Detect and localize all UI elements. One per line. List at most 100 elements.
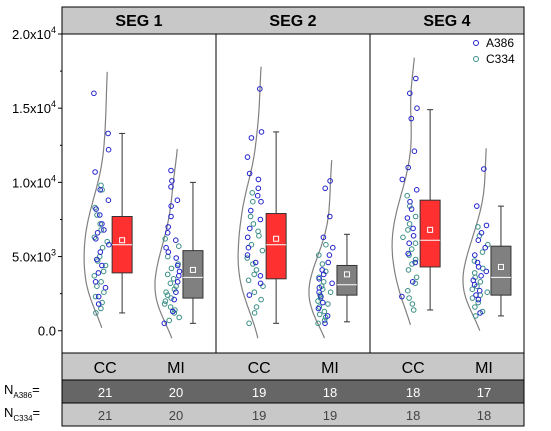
point-c334 <box>92 293 99 300</box>
point-a386 <box>244 234 251 241</box>
y-tick-base: 1.0x10 <box>12 175 51 190</box>
n-value: 19 <box>252 408 266 423</box>
n-row-label: NA386= <box>4 382 40 400</box>
point-a386 <box>165 224 171 230</box>
point-c334 <box>168 265 175 272</box>
point-c334 <box>319 261 326 267</box>
point-c334 <box>479 249 486 255</box>
point-c334 <box>171 310 178 316</box>
point-c334 <box>98 227 104 233</box>
point-a386 <box>326 252 333 258</box>
point-a386 <box>168 184 174 190</box>
point-a386 <box>94 256 100 263</box>
point-a386 <box>404 215 411 221</box>
legend-marker <box>473 40 479 46</box>
category-label: CC <box>94 360 117 377</box>
point-a386 <box>91 90 97 97</box>
point-a386 <box>413 75 419 82</box>
point-a386 <box>94 230 101 236</box>
point-c334 <box>321 317 328 324</box>
point-a386 <box>411 148 418 154</box>
point-c334 <box>162 236 168 242</box>
point-a386 <box>171 296 177 303</box>
point-a386 <box>95 293 102 300</box>
point-c334 <box>408 246 415 252</box>
point-a386 <box>320 271 327 278</box>
point-a386 <box>248 135 255 141</box>
point-c334 <box>167 280 174 287</box>
point-a386 <box>475 237 482 243</box>
point-a386 <box>174 262 181 269</box>
y-tick-base: 1.5x10 <box>12 101 51 116</box>
point-a386 <box>320 234 327 241</box>
point-c334 <box>477 279 484 285</box>
n-label-sub: A386 <box>13 391 32 400</box>
box <box>182 250 204 299</box>
plot-area <box>61 7 525 380</box>
mean-marker <box>343 271 350 278</box>
point-c334 <box>323 241 329 248</box>
point-c334 <box>99 244 106 251</box>
point-c334 <box>258 296 264 303</box>
n-value: 20 <box>169 408 183 423</box>
point-a386 <box>173 237 179 243</box>
point-a386 <box>318 293 324 300</box>
point-c334 <box>484 289 491 296</box>
point-c334 <box>248 241 255 248</box>
y-tick-exponent: 4 <box>51 25 56 35</box>
point-a386 <box>244 154 251 160</box>
n-label-main: N <box>4 382 13 397</box>
point-a386 <box>169 178 175 184</box>
point-a386 <box>257 280 264 287</box>
point-a386 <box>409 279 416 285</box>
point-c334 <box>321 308 328 315</box>
point-c334 <box>247 213 254 220</box>
point-a386 <box>99 221 105 227</box>
point-c334 <box>409 301 416 307</box>
category-label-row: CC MI CC MI CC MI <box>61 352 525 381</box>
point-c334 <box>164 292 171 298</box>
point-a386 <box>407 198 413 205</box>
point-a386 <box>408 115 415 122</box>
point-a386 <box>476 287 483 294</box>
point-a386 <box>316 276 323 282</box>
point-c334 <box>163 289 169 296</box>
density-curve <box>83 71 108 328</box>
y-tick-label: 5.0x103 <box>12 248 56 265</box>
n-a386-row <box>61 379 525 404</box>
y-tick-exponent: 4 <box>51 173 56 183</box>
box <box>490 245 512 296</box>
point-c334 <box>413 274 420 281</box>
n-value: 20 <box>169 385 183 400</box>
point-c334 <box>250 198 256 205</box>
density-curve <box>154 148 178 339</box>
point-a386 <box>92 169 98 175</box>
point-a386 <box>473 292 479 298</box>
point-a386 <box>399 176 406 183</box>
point-c334 <box>99 187 105 193</box>
segment-title: SEG 1 <box>115 13 162 30</box>
point-c334 <box>406 221 413 227</box>
n-value: 18 <box>477 408 491 423</box>
point-c334 <box>98 279 104 285</box>
point-a386 <box>105 197 112 203</box>
point-a386 <box>164 230 171 236</box>
point-c334 <box>168 295 174 301</box>
point-c334 <box>100 268 107 275</box>
n-value: 17 <box>477 385 491 400</box>
point-a386 <box>315 305 322 312</box>
point-a386 <box>95 270 102 276</box>
mean-marker <box>273 235 280 242</box>
point-c334 <box>102 262 109 269</box>
point-c334 <box>316 311 323 318</box>
y-tick-base: 5.0x10 <box>12 250 51 265</box>
n-label-sub: C334 <box>13 414 33 423</box>
segment-header-row: SEG 1 SEG 2 SEG 4 <box>61 6 525 35</box>
point-c334 <box>405 227 411 233</box>
point-a386 <box>410 233 417 239</box>
point-a386 <box>324 313 331 319</box>
n-value: 21 <box>98 408 112 423</box>
y-tick-base: 2.0x10 <box>12 27 51 42</box>
